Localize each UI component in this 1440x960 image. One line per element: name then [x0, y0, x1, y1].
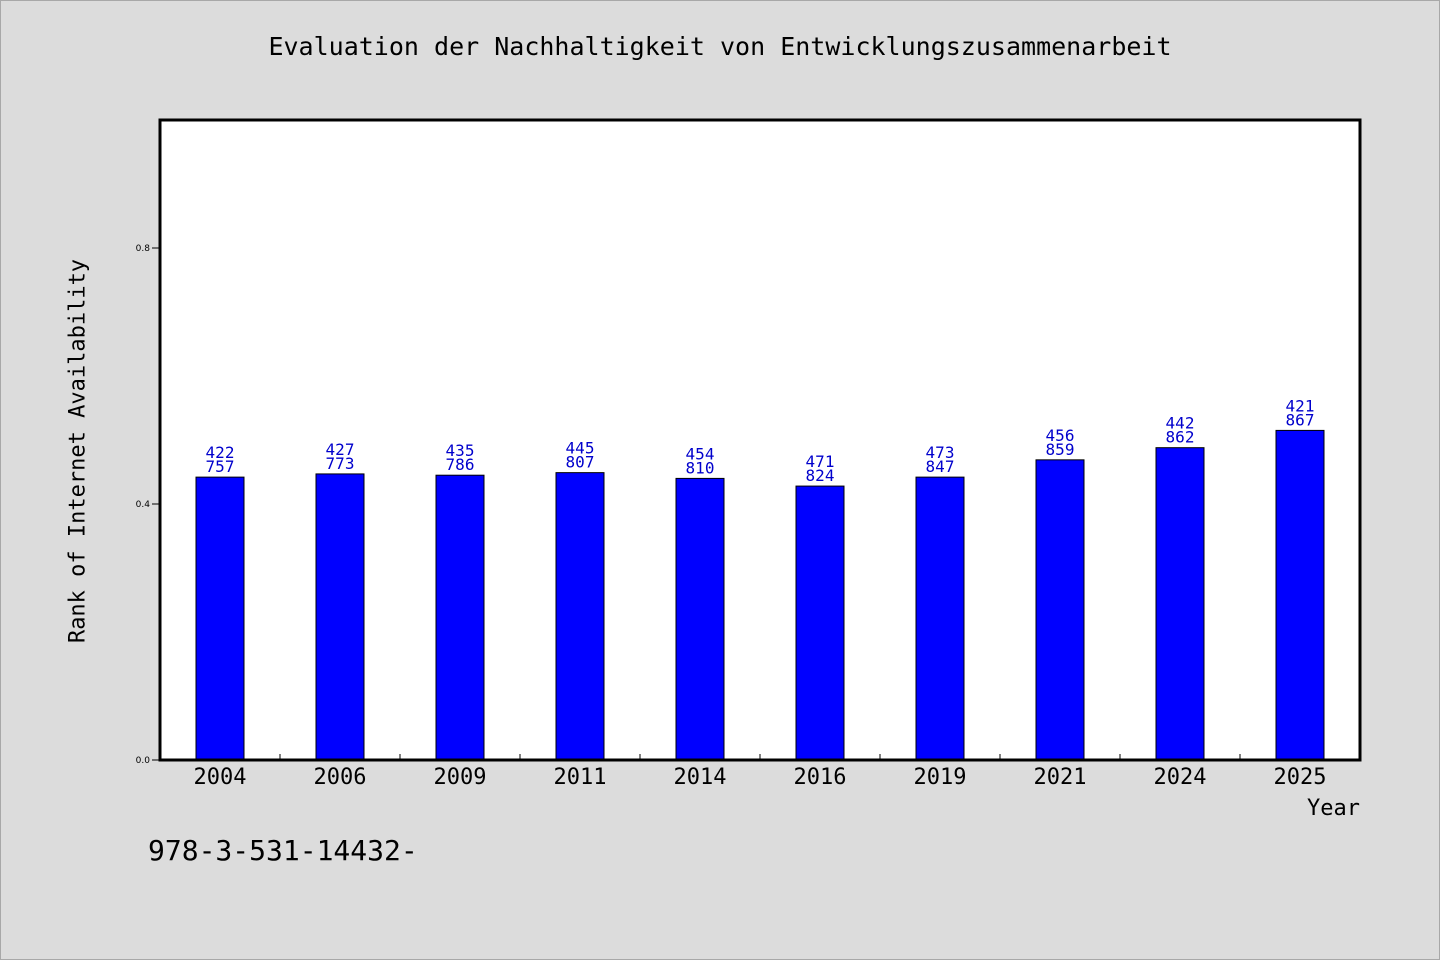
- data-label-2025-bottom: 867: [1286, 410, 1315, 429]
- bar-2006: [315, 473, 365, 761]
- chart-title: Evaluation der Nachhaltigkeit von Entwic…: [268, 32, 1172, 61]
- data-label-2019-top: 473: [926, 443, 955, 462]
- isbn-footnote: 978-3-531-14432-: [148, 834, 418, 867]
- y-tick-label-0.0: 0.0: [136, 756, 151, 766]
- data-label-2014-bottom: 810: [686, 458, 715, 477]
- x-tick-label-2019: 2019: [914, 765, 967, 790]
- data-label-2021-bottom: 859: [1046, 440, 1075, 459]
- bar-2016: [795, 485, 845, 761]
- x-tick-label-2024: 2024: [1154, 765, 1207, 790]
- bar-2021: [1035, 459, 1085, 761]
- bar-2011: [555, 472, 605, 761]
- data-label-2024-top: 442: [1166, 414, 1195, 433]
- data-label-2004-bottom: 757: [206, 457, 235, 476]
- bar-2014: [675, 477, 725, 761]
- data-label-2009-top: 435: [446, 441, 475, 460]
- bar-2019: [915, 476, 965, 761]
- data-label-2019-bottom: 847: [926, 457, 955, 476]
- data-label-2011-top: 445: [566, 439, 595, 458]
- x-tick-label-2006: 2006: [314, 765, 367, 790]
- x-tick-label-2014: 2014: [674, 765, 727, 790]
- data-label-2014-top: 454: [686, 444, 715, 463]
- y-tick-label-0.8: 0.8: [136, 244, 151, 254]
- data-label-2006-bottom: 773: [326, 454, 355, 473]
- x-tick-label-2009: 2009: [434, 765, 487, 790]
- data-label-2011-bottom: 807: [566, 453, 595, 472]
- bar-2024: [1155, 447, 1205, 761]
- bar-2009: [435, 474, 485, 761]
- x-axis-label: Year: [1307, 796, 1360, 821]
- data-label-2016-bottom: 824: [806, 466, 835, 485]
- data-label-2009-bottom: 786: [446, 455, 475, 474]
- x-tick-label-2016: 2016: [794, 765, 847, 790]
- bar-2004: [195, 476, 245, 761]
- data-label-2021-top: 456: [1046, 426, 1075, 445]
- data-label-2025-top: 421: [1286, 396, 1315, 415]
- x-tick-label-2021: 2021: [1034, 765, 1087, 790]
- x-tick-label-2011: 2011: [554, 765, 607, 790]
- data-label-2024-bottom: 862: [1166, 428, 1195, 447]
- y-tick-label-0.4: 0.4: [136, 500, 151, 510]
- data-label-2006-top: 427: [326, 440, 355, 459]
- x-tick-label-2004: 2004: [194, 765, 247, 790]
- data-label-2004-top: 422: [206, 443, 235, 462]
- plot-border: [158, 118, 1362, 762]
- x-tick-label-2025: 2025: [1274, 765, 1327, 790]
- data-label-2016-top: 471: [806, 452, 835, 471]
- bar-2025: [1275, 429, 1325, 761]
